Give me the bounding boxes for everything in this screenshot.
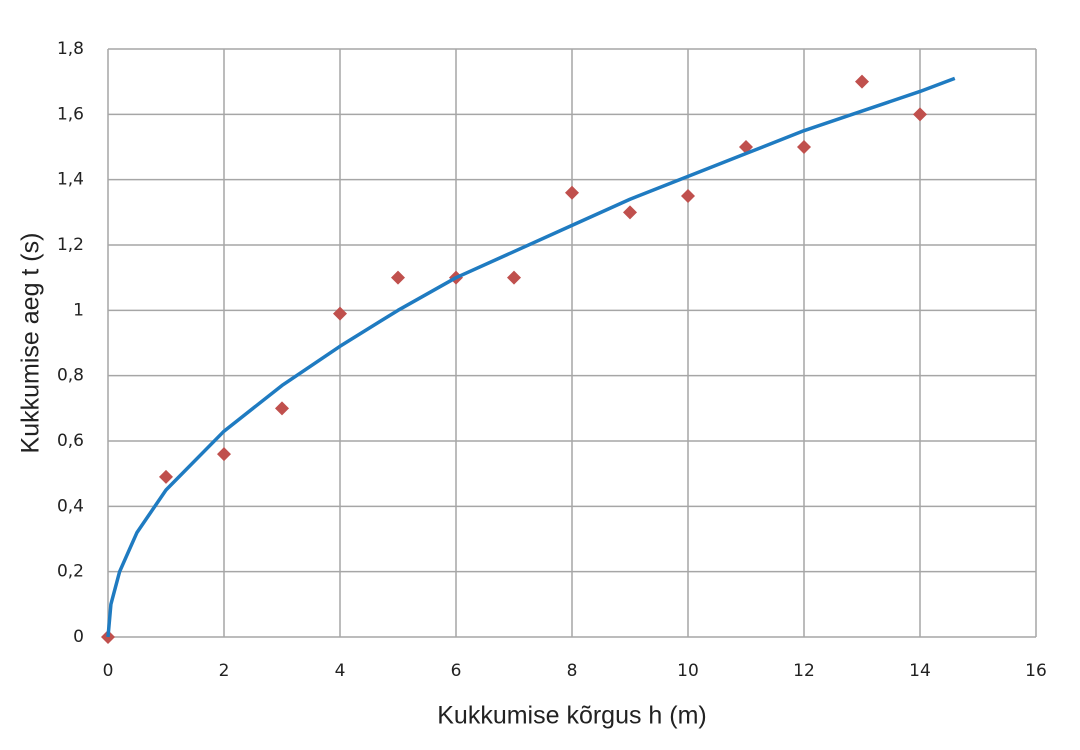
data-point bbox=[275, 401, 289, 416]
data-point bbox=[855, 74, 869, 89]
data-point bbox=[507, 270, 521, 285]
y-tick-label: 1,2 bbox=[57, 235, 84, 255]
data-point bbox=[623, 205, 637, 220]
y-tick-label: 0,6 bbox=[57, 431, 84, 451]
x-tick-label: 8 bbox=[567, 661, 578, 681]
data-point bbox=[391, 270, 405, 285]
y-axis-title: Kukkumise aeg t (s) bbox=[17, 233, 45, 454]
x-tick-label: 4 bbox=[335, 661, 346, 681]
y-tick-label: 0 bbox=[73, 627, 84, 647]
y-tick-label: 1,6 bbox=[57, 104, 84, 124]
y-tick-label: 1,4 bbox=[57, 170, 84, 190]
data-point bbox=[333, 306, 347, 321]
data-point bbox=[797, 140, 811, 154]
x-tick-label: 14 bbox=[909, 661, 931, 681]
y-tick-label: 0,4 bbox=[57, 496, 84, 516]
y-tick-label: 1,8 bbox=[57, 39, 84, 59]
x-tick-label: 12 bbox=[793, 661, 815, 681]
y-tick-label: 0,8 bbox=[57, 366, 84, 386]
fit-curve bbox=[106, 76, 956, 638]
x-tick-label: 6 bbox=[451, 661, 462, 681]
y-tick-label: 0,2 bbox=[57, 562, 84, 582]
y-tick-label: 1 bbox=[73, 300, 84, 320]
data-point bbox=[217, 447, 231, 462]
data-point bbox=[681, 189, 695, 203]
x-axis-title: Kukkumise kõrgus h (m) bbox=[437, 702, 707, 730]
x-tick-label: 10 bbox=[677, 661, 699, 681]
data-point bbox=[565, 185, 579, 200]
x-tick-label: 0 bbox=[103, 661, 114, 681]
data-point bbox=[159, 469, 173, 484]
data-point bbox=[913, 107, 927, 122]
x-tick-label: 2 bbox=[219, 661, 230, 681]
x-tick-label: 16 bbox=[1025, 661, 1047, 681]
